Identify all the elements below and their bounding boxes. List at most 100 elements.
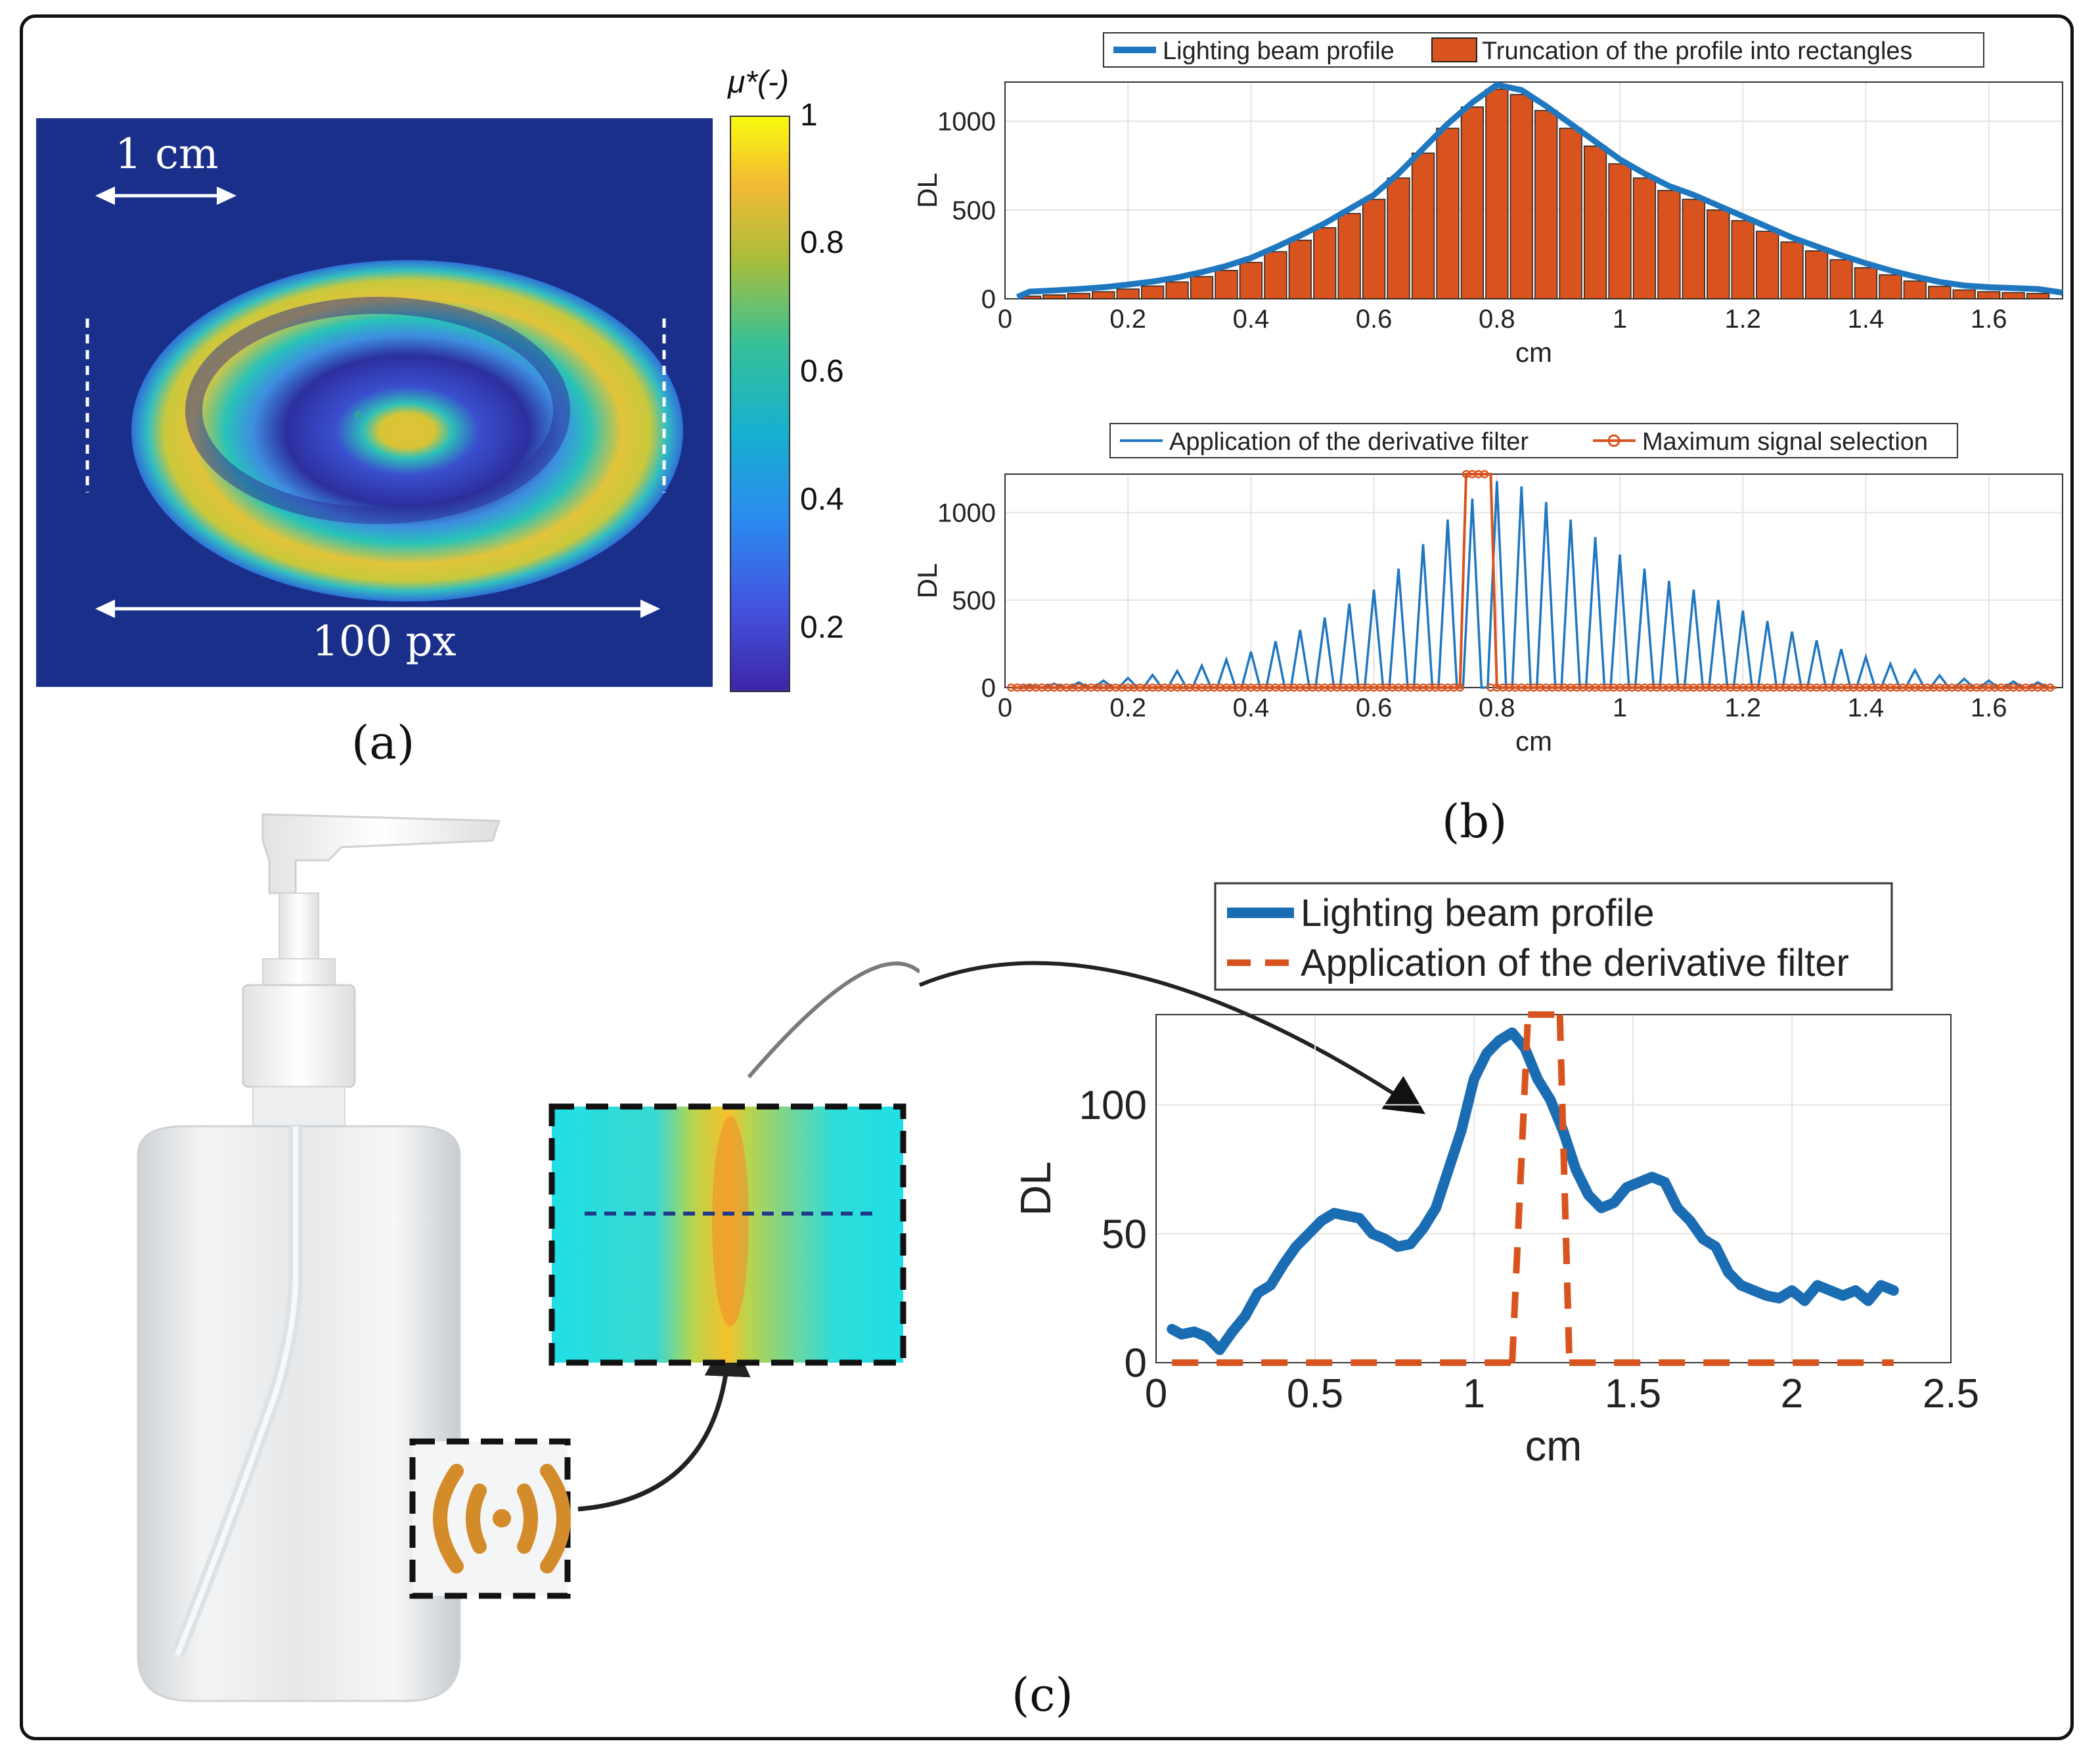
arrow-to-chart [918,961,1426,1114]
bar [1337,213,1361,299]
bottle-cap [242,984,356,1088]
legend-swatch-bars [1431,37,1477,62]
x-tick-label: 0.6 [1356,693,1393,722]
y-axis-label: DL [912,563,943,599]
bar [1460,106,1484,299]
bar [1756,231,1779,299]
x-tick-label: 2.5 [1923,1371,1979,1417]
y-axis-label: DL [1012,1161,1060,1216]
bar [1509,94,1533,299]
bar [2001,292,2025,299]
x-axis-label: cm [1515,726,1552,757]
panel-c-illustration [137,813,920,1702]
bar [1608,163,1632,299]
colorbar-tick-0.2: 0.2 [800,610,844,645]
legend-box [1214,882,1893,991]
bar [1116,288,1140,299]
x-tick-label: 1.2 [1724,305,1761,334]
plot-area [1004,81,2063,299]
scale-bar-top-label: 1 cm [115,130,219,179]
bar [1903,280,1927,299]
bar [1092,291,1115,299]
legend: Application of the derivative filter Maxi… [1109,423,1958,458]
x-axis-label: cm [1525,1422,1582,1470]
x-tick-label: 0 [1145,1371,1167,1417]
bar [1165,281,1189,299]
colorbar-title: μ*(-) [728,65,789,100]
panel-a-label: (a) [351,716,415,770]
bar [1436,127,1460,299]
selection-marker [1480,470,1489,479]
bar [1731,220,1754,299]
x-tick-label: 0.5 [1287,1371,1343,1417]
x-tick-label: 0 [998,693,1012,722]
x-tick-label: 0.2 [1109,693,1146,722]
chart-b-top: 0 0.2 0.4 0.6 0.8 1 1.2 1.4 1.6 0 500 1000 cm DL Light… [912,32,2063,368]
bar [1829,259,1853,299]
y-tick-label: 500 [952,196,996,225]
legend-label-filter: Application of the derivative filter [1169,428,1529,456]
x-tick-label: 0.8 [1479,305,1515,334]
bar [1928,286,1952,299]
y-tick-label: 500 [952,586,996,615]
selection-markers [1007,470,2055,692]
scale-bar-bottom-label: 100 px [312,617,457,666]
x-tick-label: 1.4 [1848,305,1885,334]
colorbar-tick-0.8: 0.8 [800,225,844,260]
legend: Lighting beam profile Truncation of the p… [1103,32,1984,68]
x-tick-label: 1.6 [1971,305,2007,334]
x-tick-label: 0.4 [1233,305,1270,334]
panel-c-label: (c) [1012,1668,1073,1722]
bar [1264,251,1287,299]
legend-label-bars: Truncation of the profile into rectangle… [1482,37,1913,65]
y-tick-label: 0 [1125,1341,1147,1386]
panel-b-label: (b) [1442,795,1508,848]
legend-label-filter: Application of the derivative filter [1301,942,1849,984]
y-tick-label: 0 [981,674,996,703]
pump-head [261,813,501,894]
bar [1485,89,1509,299]
plot-area [1155,1014,1952,1363]
x-tick-label: 0.2 [1109,305,1146,334]
wireless-signal-icon [433,1464,571,1573]
legend-marker-selection [1607,434,1620,447]
y-tick-label: 1000 [937,108,996,137]
bar [1534,110,1558,299]
x-tick-label: 1.2 [1724,693,1761,722]
plot-area [1004,473,2063,688]
x-tick-label: 0 [998,305,1012,334]
bar [1067,293,1090,299]
legend-label-profile: Lighting beam profile [1301,892,1654,934]
x-axis-label: cm [1515,337,1552,368]
y-tick-label: 0 [981,285,996,314]
y-axis-label: DL [912,173,943,208]
panel-a-heatmap [36,118,713,687]
bar [1854,267,1878,299]
bar [1042,294,1066,299]
x-tick-label: 1 [1463,1371,1485,1417]
bar [1804,250,1829,299]
bar [1682,198,1705,299]
profile-line [1167,1027,1899,1355]
colorbar-tick-0.6: 0.6 [800,354,844,389]
colorbar-tick-1: 1 [800,98,818,133]
x-tick-label: 1 [1613,693,1627,722]
selection-marker [2046,683,2055,692]
bar [1879,274,1902,299]
colorbar-tick-0.4: 0.4 [800,482,844,517]
x-tick-label: 0.6 [1356,305,1393,334]
legend-box [1103,32,1984,68]
derivative-filter-segment [1556,1014,1573,1363]
x-tick-label: 1.4 [1848,693,1885,722]
y-tick-label: 50 [1102,1212,1147,1257]
bar [1141,285,1165,299]
legend-label-selection: Maximum signal selection [1642,428,1928,456]
bar [1559,127,1582,299]
bar [2026,293,2050,299]
colorbar [730,116,790,692]
selection-marker [1456,683,1464,692]
bar [1288,239,1312,299]
bar [1313,227,1337,299]
chart-c: 0 0.5 1 1.5 2 2.5 0 50 100 cm DL Lighting beam prof… [1012,882,1979,1470]
x-tick-label: 2 [1781,1371,1803,1417]
